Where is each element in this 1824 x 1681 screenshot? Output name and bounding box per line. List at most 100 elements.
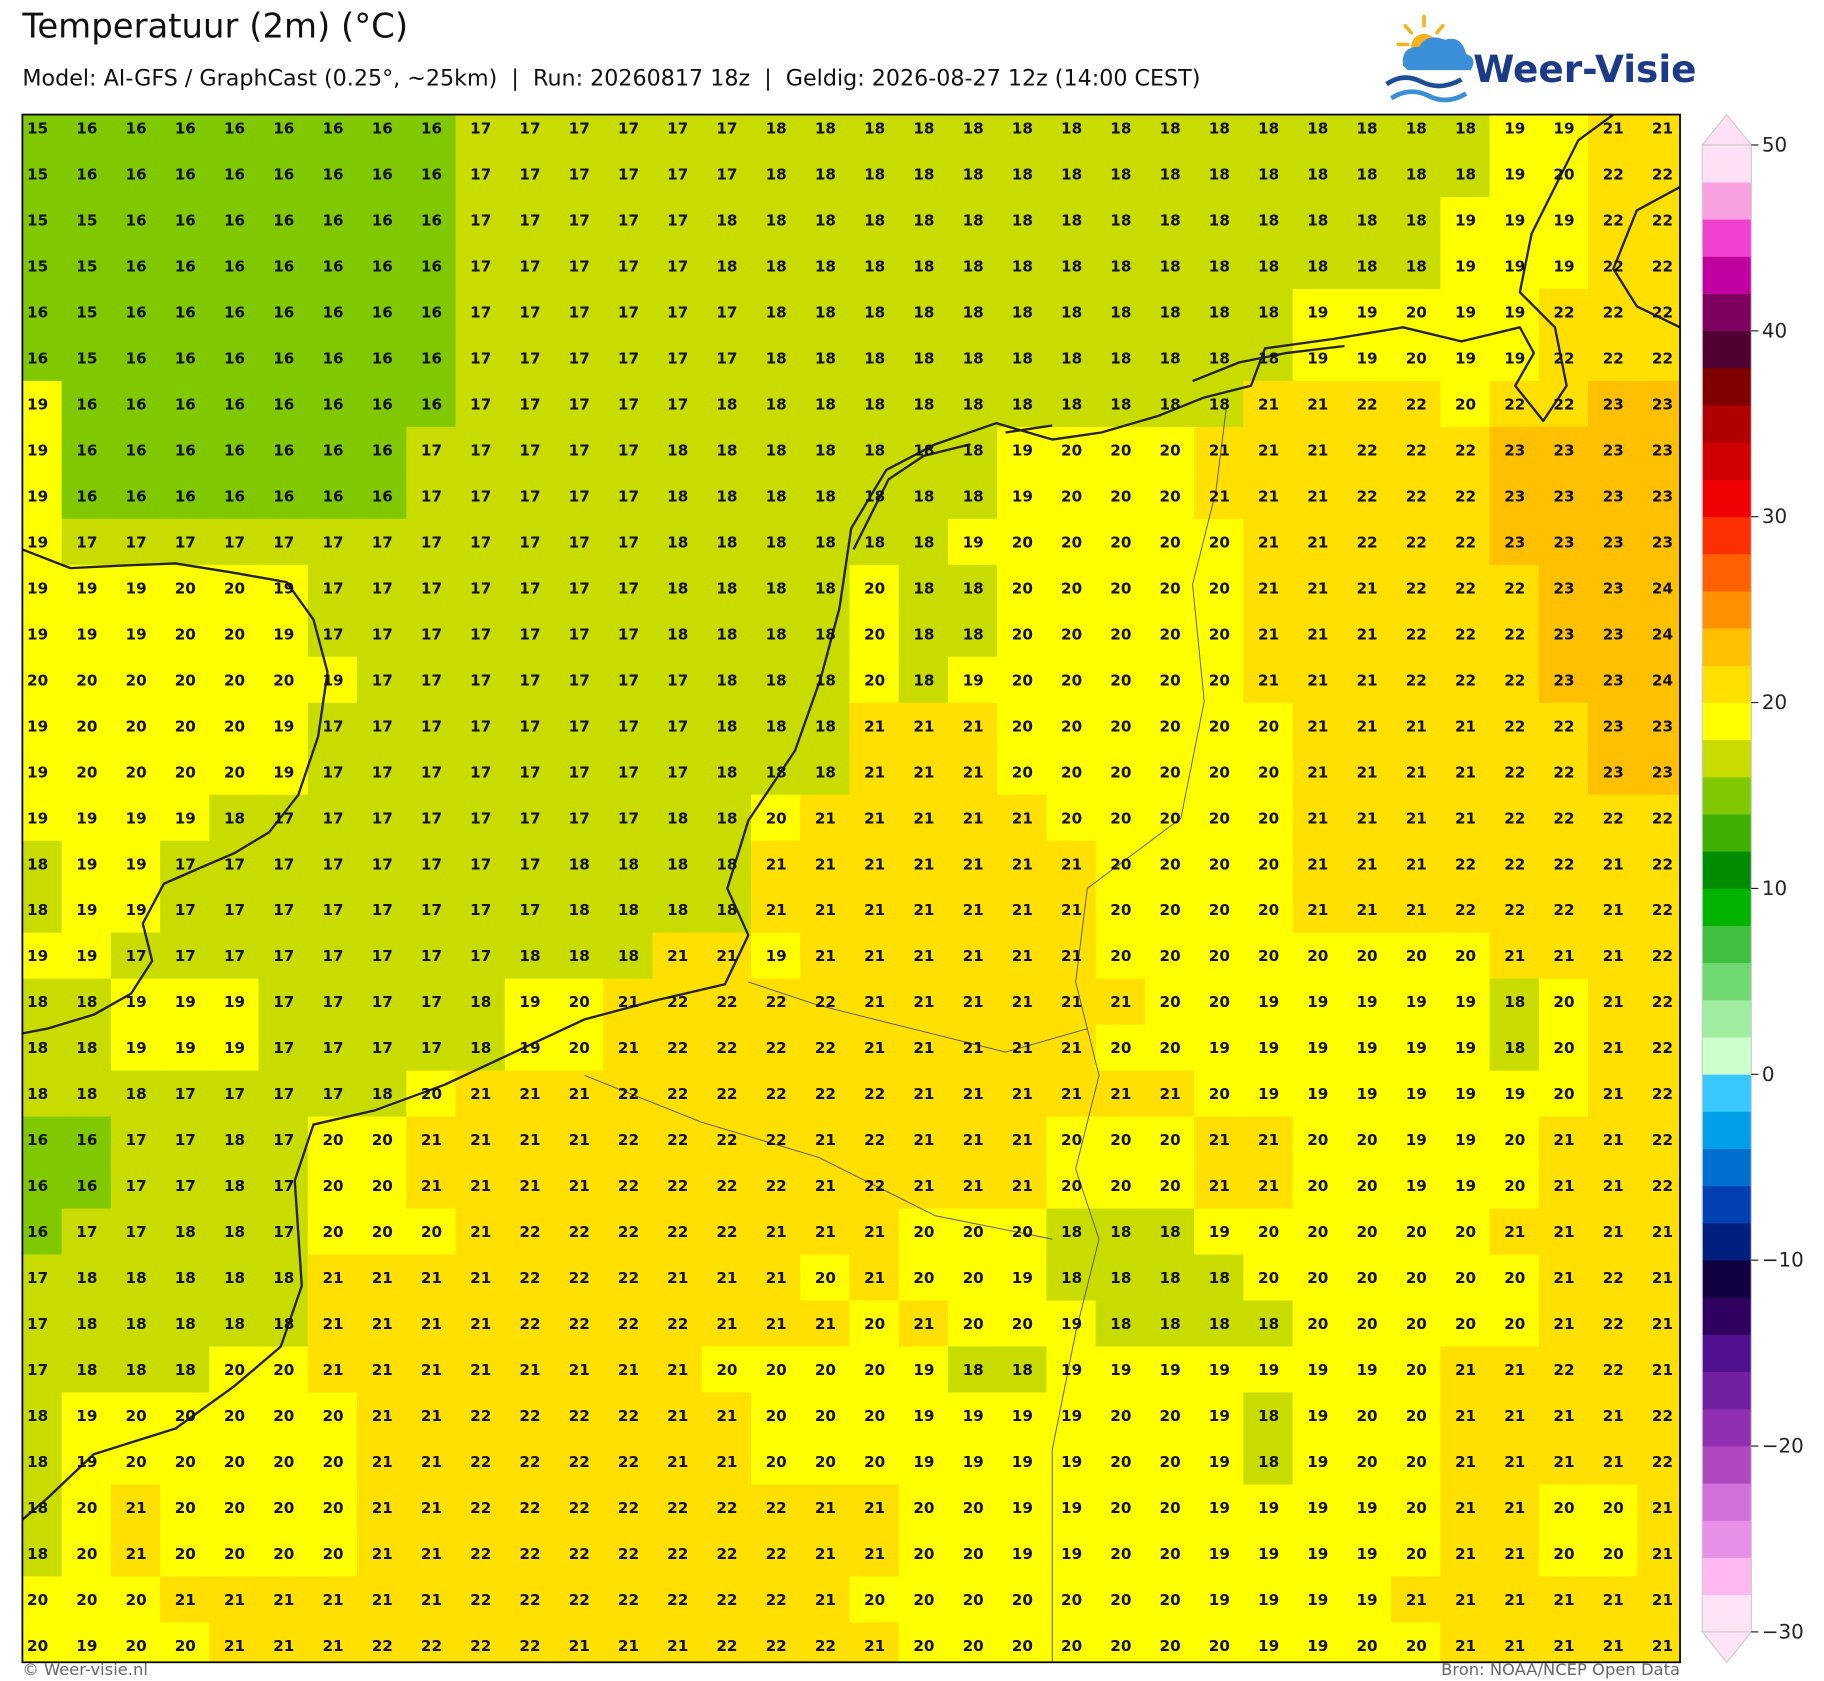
temperature-label: 20	[76, 1545, 97, 1563]
temperature-cell	[1144, 196, 1196, 245]
temperature-cell	[1144, 610, 1196, 658]
temperature-cell	[652, 932, 703, 980]
temperature-cell	[1095, 932, 1147, 980]
temperature-cell	[1391, 978, 1442, 1026]
temperature-cell	[652, 1208, 703, 1256]
temperature-cell	[455, 1254, 506, 1302]
temperature-cell	[1440, 564, 1491, 612]
temperature-label: 21	[864, 1499, 885, 1517]
temperature-cell	[22, 426, 63, 475]
temperature-label: 20	[1012, 1637, 1033, 1655]
temperature-label: 20	[1110, 1407, 1131, 1425]
temperature-label: 21	[1455, 809, 1476, 827]
temperature-cell	[209, 196, 260, 245]
temperature-label: 15	[76, 212, 97, 230]
temperature-cell	[160, 1208, 211, 1256]
temperature-cell	[898, 1116, 950, 1164]
temperature-label: 18	[913, 395, 934, 413]
temperature-cell	[701, 1346, 753, 1394]
temperature-label: 18	[815, 487, 836, 505]
temperature-label: 18	[76, 1315, 97, 1333]
temperature-label: 17	[519, 258, 540, 276]
temperature-label: 17	[470, 304, 491, 322]
temperature-cell	[947, 334, 999, 383]
temperature-label: 21	[1258, 533, 1279, 551]
temperature-cell	[1194, 1116, 1245, 1164]
temperature-label: 22	[1455, 441, 1476, 459]
temperature-label: 16	[224, 166, 245, 184]
temperature-cell	[209, 886, 260, 934]
temperature-label: 21	[322, 1269, 343, 1287]
temperature-cell	[1341, 840, 1393, 888]
temperature-cell	[209, 1024, 260, 1072]
temperature-label: 16	[322, 441, 343, 459]
temperature-cell	[898, 242, 950, 291]
temperature-label: 21	[815, 1545, 836, 1563]
temperature-label: 21	[421, 1177, 442, 1195]
temperature-cell	[1046, 114, 1097, 153]
temperature-cell	[1046, 472, 1097, 521]
temperature-label: 18	[815, 258, 836, 276]
temperature-label: 22	[766, 1085, 787, 1103]
temperature-label: 20	[76, 1591, 97, 1609]
temperature-label: 20	[1110, 1591, 1131, 1609]
temperature-label: 22	[1603, 304, 1624, 322]
temperature-cell	[1292, 1162, 1344, 1210]
temperature-cell	[258, 932, 309, 980]
temperature-cell	[1538, 748, 1590, 796]
temperature-label: 23	[1652, 717, 1673, 735]
temperature-cell	[1243, 564, 1294, 612]
subtitle: Model: AI-GFS / GraphCast (0.25°, ~25km)…	[22, 65, 1200, 91]
temperature-cell	[160, 288, 211, 337]
temperature-cell	[406, 702, 457, 750]
temperature-label: 18	[1356, 258, 1377, 276]
temperature-label: 20	[1110, 1131, 1131, 1149]
temperature-label: 17	[618, 258, 639, 276]
temperature-cell	[750, 1208, 802, 1256]
temperature-label: 19	[126, 901, 147, 919]
temperature-cell	[1194, 150, 1245, 199]
temperature-label: 21	[322, 1591, 343, 1609]
temperature-cell	[209, 840, 260, 888]
temperature-label: 22	[716, 1131, 737, 1149]
temperature-cell	[455, 472, 506, 521]
temperature-cell	[110, 1024, 162, 1072]
temperature-label: 18	[1061, 349, 1082, 367]
temperature-cell	[1194, 114, 1245, 153]
temperature-cell	[750, 886, 802, 934]
temperature-cell	[1440, 1346, 1491, 1394]
temperature-label: 17	[519, 212, 540, 230]
temperature-label: 16	[175, 304, 196, 322]
temperature-cell	[357, 702, 408, 750]
temperature-cell	[504, 518, 556, 566]
temperature-label: 22	[1652, 1177, 1673, 1195]
temperature-label: 20	[322, 1407, 343, 1425]
temperature-label: 18	[963, 395, 984, 413]
temperature-cell	[61, 1208, 113, 1256]
temperature-label: 21	[569, 1177, 590, 1195]
temperature-cell	[750, 1116, 802, 1164]
temperature-cell	[22, 564, 63, 612]
temperature-label: 21	[372, 1361, 393, 1379]
temperature-label: 20	[1455, 1223, 1476, 1241]
temperature-label: 22	[519, 1499, 540, 1517]
temperature-label: 20	[864, 1315, 885, 1333]
temperature-cell	[1637, 610, 1681, 658]
temperature-label: 16	[273, 304, 294, 322]
temperature-label: 20	[1356, 1177, 1377, 1195]
temperature-label: 18	[667, 487, 688, 505]
temperature-cell	[61, 702, 113, 750]
temperature-label: 22	[1406, 625, 1427, 643]
temperature-label: 20	[1553, 166, 1574, 184]
temperature-cell	[406, 518, 457, 566]
temperature-label: 17	[569, 533, 590, 551]
temperature-cell	[947, 196, 999, 245]
temperature-label: 20	[1012, 671, 1033, 689]
temperature-label: 19	[1209, 1361, 1230, 1379]
temperature-label: 21	[963, 763, 984, 781]
temperature-label: 21	[1504, 1499, 1525, 1517]
temperature-label: 19	[27, 763, 48, 781]
temperature-label: 17	[569, 763, 590, 781]
temperature-label: 19	[1258, 1545, 1279, 1563]
temperature-label: 17	[175, 533, 196, 551]
